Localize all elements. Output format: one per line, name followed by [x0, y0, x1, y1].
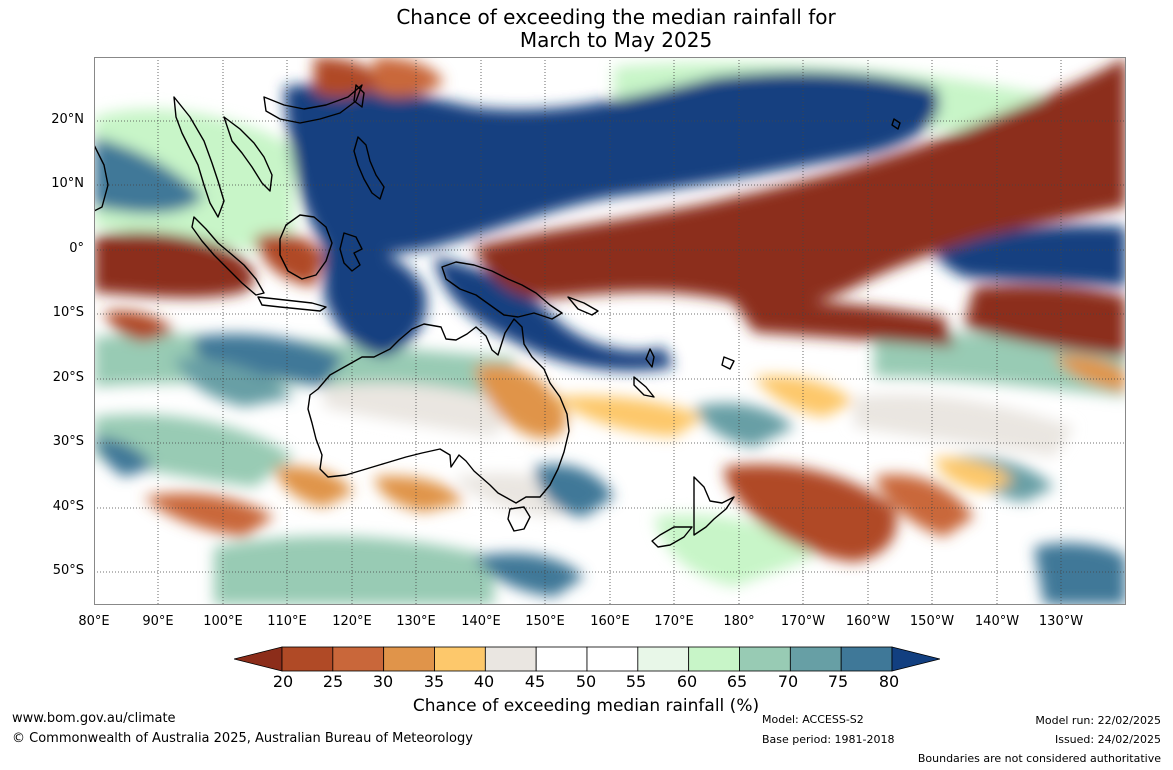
lat-label: 20°N — [51, 112, 84, 127]
colorbar-tick: 80 — [878, 672, 900, 691]
borneo-coast — [279, 214, 333, 280]
china-coast — [263, 84, 363, 124]
colorbar-tick: 45 — [524, 672, 546, 691]
sumatra-coast — [191, 216, 265, 296]
colorbar-tick: 30 — [372, 672, 394, 691]
model-run-date: Model run: 22/02/2025 — [1035, 714, 1161, 727]
lon-label: 140°E — [461, 614, 501, 629]
colorbar-title: Chance of exceeding median rainfall (%) — [412, 696, 760, 716]
philippines-coast — [353, 136, 385, 200]
colorbar-tick: 70 — [777, 672, 799, 691]
new-zealand-coast — [693, 476, 735, 536]
map-frame — [94, 57, 1126, 605]
lat-label: 50°S — [52, 563, 84, 578]
boundaries-disclaimer: Boundaries are not considered authoritat… — [917, 752, 1161, 765]
lat-label: 10°S — [52, 305, 84, 320]
colorbar-tick: 65 — [726, 672, 748, 691]
lon-label: 160°E — [590, 614, 630, 629]
base-period: Base period: 1981-2018 — [762, 733, 895, 746]
lon-label: 170°W — [780, 614, 826, 629]
colorbar — [234, 646, 940, 672]
colorbar-segment — [739, 646, 791, 672]
vanuatu-islands — [645, 348, 655, 368]
colorbar-segment — [688, 646, 740, 672]
colorbar-extend-high — [891, 646, 940, 672]
lon-label: 130°W — [1038, 614, 1084, 629]
colorbar-tick: 20 — [272, 672, 294, 691]
lon-label: 180° — [723, 614, 755, 629]
hawaii-islands — [891, 118, 901, 130]
colorbar-tick: 40 — [473, 672, 495, 691]
lon-label: 150°E — [525, 614, 565, 629]
lat-label: 30°S — [52, 434, 84, 449]
colorbar-tick: 50 — [575, 672, 597, 691]
colorbar-segment — [586, 646, 639, 672]
lon-label: 80°E — [78, 614, 110, 629]
colorbar-segment — [281, 646, 334, 672]
colorbar-segment — [840, 646, 893, 672]
java-coast — [257, 296, 327, 312]
lon-label: 90°E — [142, 614, 174, 629]
model-name: Model: ACCESS-S2 — [762, 713, 864, 726]
colorbar-segment — [789, 646, 842, 672]
colorbar-segment — [332, 646, 385, 672]
colorbar-tick: 25 — [322, 672, 344, 691]
indochina-coast — [173, 96, 225, 218]
colorbar-segment — [434, 646, 486, 672]
probability-field — [94, 57, 1126, 605]
lat-label: 0° — [69, 241, 84, 256]
solomon-islands — [567, 296, 599, 316]
lat-label: 10°N — [51, 176, 84, 191]
new-guinea-coast — [441, 261, 563, 320]
colorbar-tick: 75 — [827, 672, 849, 691]
lon-label: 110°E — [267, 614, 307, 629]
tasmania-coast — [507, 506, 531, 532]
lat-label: 20°S — [52, 370, 84, 385]
taiwan-coast — [353, 84, 365, 108]
rainfall-map — [94, 57, 1126, 605]
lon-label: 160°W — [845, 614, 891, 629]
sulawesi-coast — [339, 232, 363, 272]
website-link[interactable]: www.bom.gov.au/climate — [12, 711, 176, 726]
australia-coast — [307, 318, 570, 504]
map-subtitle: March to May 2025 — [519, 28, 713, 52]
colorbar-tick: 55 — [625, 672, 647, 691]
lon-label: 140°W — [974, 614, 1020, 629]
colorbar-segment — [637, 646, 690, 672]
graticule — [94, 57, 1126, 605]
new-caledonia — [633, 376, 655, 398]
lon-label: 120°E — [332, 614, 372, 629]
colorbar-tick: 35 — [423, 672, 445, 691]
lon-label: 100°E — [203, 614, 243, 629]
lat-label: 40°S — [52, 499, 84, 514]
colorbar-tick: 60 — [676, 672, 698, 691]
colorbar-segment — [383, 646, 435, 672]
lon-label: 130°E — [396, 614, 436, 629]
coastlines — [94, 84, 901, 548]
colorbar-segment — [484, 646, 537, 672]
issued-date: Issued: 24/02/2025 — [1054, 733, 1161, 746]
copyright-text: © Commonwealth of Australia 2025, Austra… — [12, 731, 473, 746]
colorbar-segment — [535, 646, 588, 672]
colorbar-extend-low — [234, 646, 283, 672]
map-title: Chance of exceeding the median rainfall … — [396, 5, 836, 29]
fiji-islands — [721, 356, 735, 370]
lon-label: 150°W — [909, 614, 955, 629]
lon-label: 170°E — [654, 614, 694, 629]
